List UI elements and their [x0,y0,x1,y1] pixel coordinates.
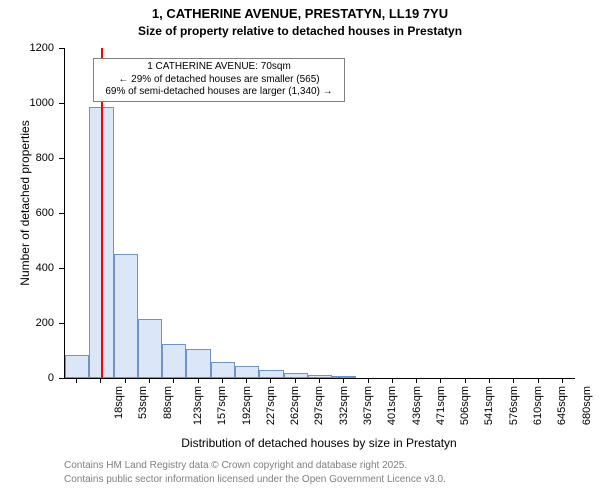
x-tick-label: 645sqm [556,386,568,425]
y-tick-label: 1200 [0,42,54,54]
x-tick-label: 262sqm [289,386,301,425]
footer-line-1: Contains HM Land Registry data © Crown c… [64,460,407,471]
y-tick-mark [59,378,64,379]
annotation-box: 1 CATHERINE AVENUE: 70sqm← 29% of detach… [93,58,345,102]
x-tick-label: 332sqm [338,386,350,425]
y-tick-label: 200 [0,317,54,329]
x-tick-mark [343,378,344,383]
histogram-bar [259,370,283,378]
x-tick-label: 88sqm [162,386,174,419]
x-tick-mark [149,378,150,383]
histogram-bar [284,373,308,379]
x-tick-mark [173,378,174,383]
x-tick-mark [295,378,296,383]
y-tick-mark [59,48,64,49]
x-tick-label: 610sqm [532,386,544,425]
x-tick-mark [76,378,77,383]
x-tick-label: 541sqm [484,386,496,425]
x-tick-mark [368,378,369,383]
y-tick-mark [59,158,64,159]
x-tick-label: 367sqm [362,386,374,425]
histogram-bar [186,349,210,378]
x-tick-label: 506sqm [459,386,471,425]
x-tick-mark [198,378,199,383]
histogram-bar [162,344,186,378]
chart-subtitle: Size of property relative to detached ho… [0,24,600,38]
x-tick-label: 401sqm [386,386,398,425]
x-tick-label: 53sqm [137,386,149,419]
x-tick-mark [416,378,417,383]
x-tick-mark [562,378,563,383]
x-tick-mark [100,378,101,383]
y-tick-mark [59,268,64,269]
x-tick-label: 157sqm [216,386,228,425]
plot-area: 1 CATHERINE AVENUE: 70sqm← 29% of detach… [64,48,575,379]
x-tick-label: 471sqm [435,386,447,425]
x-tick-label: 680sqm [581,386,593,425]
chart-title: 1, CATHERINE AVENUE, PRESTATYN, LL19 7YU [0,6,600,21]
x-tick-mark [392,378,393,383]
y-axis-label: Number of detached properties [18,103,32,303]
x-tick-mark [125,378,126,383]
x-tick-mark [246,378,247,383]
y-tick-mark [59,323,64,324]
histogram-bar [138,319,162,378]
histogram-bar [332,376,356,378]
x-tick-label: 576sqm [508,386,520,425]
x-tick-label: 436sqm [411,386,423,425]
annotation-line: ← 29% of detached houses are smaller (56… [98,74,340,87]
x-tick-mark [222,378,223,383]
y-tick-mark [59,213,64,214]
y-tick-mark [59,103,64,104]
annotation-line: 1 CATHERINE AVENUE: 70sqm [98,61,340,74]
x-tick-label: 123sqm [192,386,204,425]
x-tick-mark [465,378,466,383]
x-tick-mark [319,378,320,383]
x-tick-label: 227sqm [265,386,277,425]
x-tick-mark [440,378,441,383]
x-tick-label: 297sqm [314,386,326,425]
x-tick-mark [513,378,514,383]
histogram-bar [235,366,259,378]
footer-line-2: Contains public sector information licen… [64,474,446,485]
x-tick-label: 192sqm [241,386,253,425]
x-axis-label: Distribution of detached houses by size … [64,436,574,450]
x-tick-label: 18sqm [113,386,125,419]
histogram-bar [114,254,138,378]
x-tick-mark [489,378,490,383]
histogram-bar [211,362,235,379]
annotation-line: 69% of semi-detached houses are larger (… [98,86,340,99]
y-tick-label: 0 [0,372,54,384]
x-tick-mark [270,378,271,383]
histogram-bar [65,355,89,378]
x-tick-mark [538,378,539,383]
